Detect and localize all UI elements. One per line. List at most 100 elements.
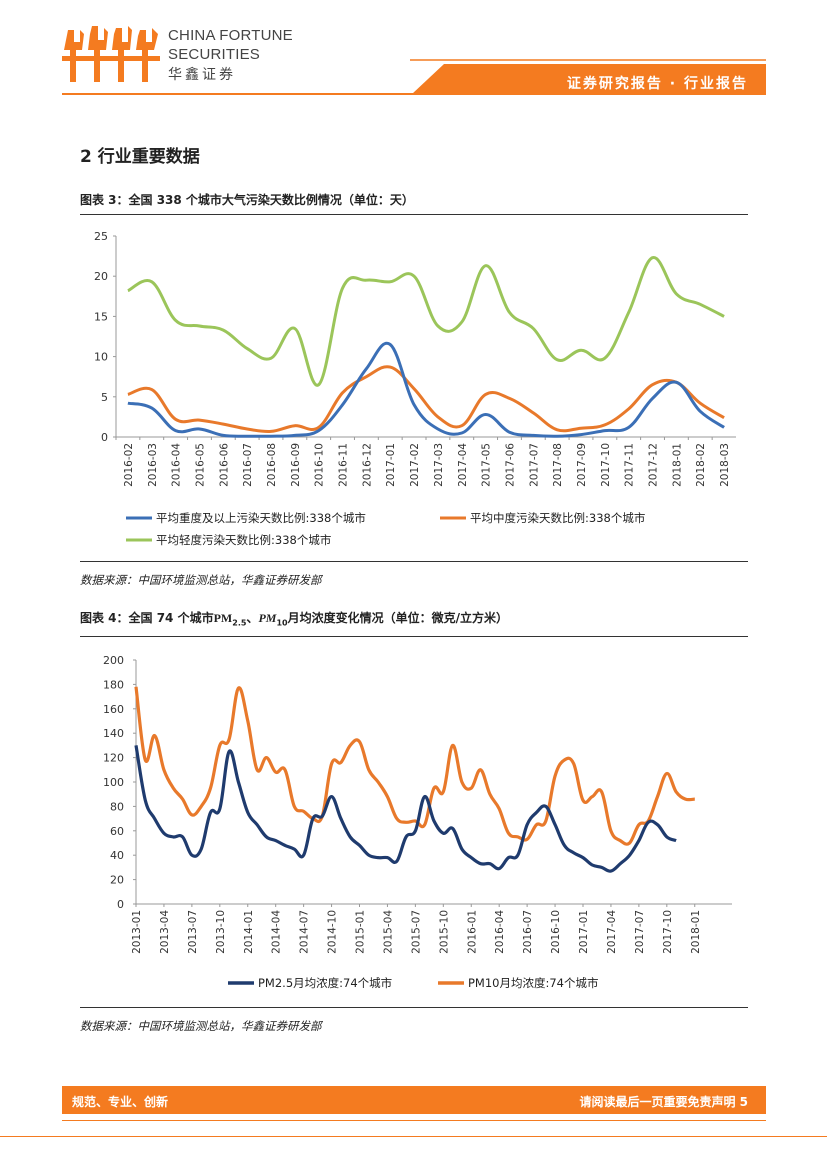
x-tick-label: 2015-07 [410, 910, 422, 954]
section-title: 2 行业重要数据 [80, 147, 200, 167]
x-tick-label: 2015-01 [355, 910, 367, 954]
x-tick-label: 2015-10 [438, 910, 450, 954]
x-tick-label: 2018-02 [695, 443, 707, 487]
y-tick-label: 180 [103, 678, 124, 691]
y-tick-label: 40 [110, 849, 124, 862]
x-tick-label: 2017-08 [552, 443, 564, 487]
y-tick-label: 0 [101, 431, 108, 444]
y-tick-label: 20 [94, 270, 108, 283]
x-tick-label: 2016-08 [266, 443, 278, 487]
y-tick-label: 60 [110, 825, 124, 838]
y-tick-label: 0 [117, 898, 124, 911]
x-tick-label: 2016-02 [123, 443, 135, 487]
x-tick-label: 2013-01 [131, 910, 143, 954]
figure4-top-rule [80, 636, 748, 637]
y-tick-label: 20 [110, 874, 124, 887]
company-name-en-line1: CHINA FORTUNE [168, 27, 293, 44]
y-tick-label: 15 [94, 310, 108, 323]
x-tick-label: 2016-04 [494, 910, 506, 954]
y-tick-label: 160 [103, 703, 124, 716]
series-line-1 [127, 365, 725, 434]
company-logo [62, 20, 162, 90]
x-tick-label: 2016-04 [171, 443, 183, 487]
x-tick-label: 2015-04 [382, 910, 394, 954]
logo-mark-icon [62, 26, 160, 82]
series-line-0 [134, 745, 677, 873]
company-name-en-line2: SECURITIES [168, 46, 261, 63]
x-tick-label: 2016-11 [338, 443, 350, 487]
x-tick-label: 2016-07 [522, 910, 534, 954]
header-banner-shape [410, 59, 766, 94]
x-tick-label: 2017-05 [481, 443, 493, 487]
y-tick-label: 120 [103, 752, 124, 765]
x-tick-label: 2017-07 [634, 910, 646, 954]
header-banner: 证券研究报告 · 行业报告 [400, 58, 766, 94]
x-tick-label: 2014-01 [243, 910, 255, 954]
y-tick-label: 25 [94, 230, 108, 243]
x-tick-label: 2017-10 [600, 443, 612, 487]
page-bottom-rule [0, 1136, 827, 1137]
x-tick-label: 2016-05 [194, 443, 206, 487]
y-tick-label: 80 [110, 800, 124, 813]
x-tick-label: 2017-04 [606, 910, 618, 954]
report-type-label: 证券研究报告 · 行业报告 [566, 76, 748, 92]
x-tick-label: 2017-12 [648, 443, 660, 487]
legend-label-1: 平均中度污染天数比例:338个城市 [470, 511, 645, 525]
figure4-source: 数据来源：中国环境监测总站，华鑫证券研发部 [80, 1019, 322, 1033]
x-tick-label: 2016-03 [147, 443, 159, 487]
x-tick-label: 2016-01 [466, 910, 478, 954]
x-tick-label: 2016-12 [361, 443, 373, 487]
legend-label-1: PM10月均浓度:74个城市 [468, 976, 599, 990]
footer-motto: 规范、专业、创新 [72, 1095, 169, 1109]
x-tick-label: 2017-09 [576, 443, 588, 487]
figure4-title-pm25-sub: 2.5 [232, 618, 247, 628]
x-tick-label: 2018-03 [719, 443, 731, 487]
x-tick-label: 2016-10 [314, 443, 326, 487]
figure4-title-pm10: PM [258, 611, 277, 625]
company-name-cn: 华鑫证券 [168, 67, 236, 83]
x-tick-label: 2017-10 [662, 910, 674, 954]
figure4-title-suffix: 月均浓度变化情况（单位：微克/立方米） [287, 611, 508, 625]
x-tick-label: 2017-02 [409, 443, 421, 487]
x-tick-label: 2013-10 [215, 910, 227, 954]
x-tick-label: 2013-04 [159, 910, 171, 954]
x-tick-label: 2018-01 [690, 910, 702, 954]
x-tick-label: 2017-01 [578, 910, 590, 954]
pm-concentration-chart: 0 20 40 60 80 100 120 140 160 180 200 2013-01 2013-0… [103, 654, 732, 990]
figure3-source: 数据来源：中国环境监测总站，华鑫证券研发部 [80, 573, 322, 587]
y-tick-label: 200 [103, 654, 124, 667]
figure4-title: 图表 4：全国 74 个城市PM2.5、PM10月均浓度变化情况（单位：微克/立… [80, 609, 508, 627]
x-tick-label: 2014-10 [327, 910, 339, 954]
x-tick-label: 2014-04 [271, 910, 283, 954]
x-tick-label: 2016-06 [218, 443, 230, 487]
figure4-title-pm10-sub: 10 [276, 618, 288, 628]
x-tick-label: 2017-11 [624, 443, 636, 487]
series-line-2 [127, 256, 725, 387]
x-tick-label: 2018-01 [671, 443, 683, 487]
x-tick-label: 2016-09 [290, 443, 302, 487]
figure3-top-rule [80, 214, 748, 215]
x-tick-label: 2016-10 [550, 910, 562, 954]
series-line-0 [127, 341, 725, 438]
x-tick-label: 2014-07 [299, 910, 311, 954]
footer-rule [62, 1120, 766, 1121]
y-tick-label: 140 [103, 727, 124, 740]
x-tick-label: 2016-07 [242, 443, 254, 487]
pollution-days-chart: 0 5 10 15 20 25 2016-02 2016-03 2016-04 2016-05 20… [94, 230, 736, 547]
footer-bar [62, 1086, 766, 1114]
y-tick-label: 5 [101, 391, 108, 404]
figure4-bottom-rule [80, 1007, 748, 1008]
legend-label-0: 平均重度及以上污染天数比例:338个城市 [156, 511, 366, 525]
figure4-title-prefix: 图表 4：全国 74 个城市 [80, 611, 214, 625]
header-rule [62, 93, 766, 95]
y-tick-label: 10 [94, 351, 108, 364]
legend-label-2: 平均轻度污染天数比例:338个城市 [156, 533, 331, 547]
figure4-title-pm25: PM [213, 611, 233, 625]
x-tick-label: 2017-04 [457, 443, 469, 487]
footer-disclaimer-note: 请阅读最后一页重要免责声明 5 [579, 1095, 748, 1109]
legend-label-0: PM2.5月均浓度:74个城市 [258, 976, 392, 990]
series-line-1 [134, 686, 695, 846]
x-tick-label: 2013-07 [187, 910, 199, 954]
x-tick-label: 2017-03 [433, 443, 445, 487]
x-tick-label: 2017-07 [528, 443, 540, 487]
